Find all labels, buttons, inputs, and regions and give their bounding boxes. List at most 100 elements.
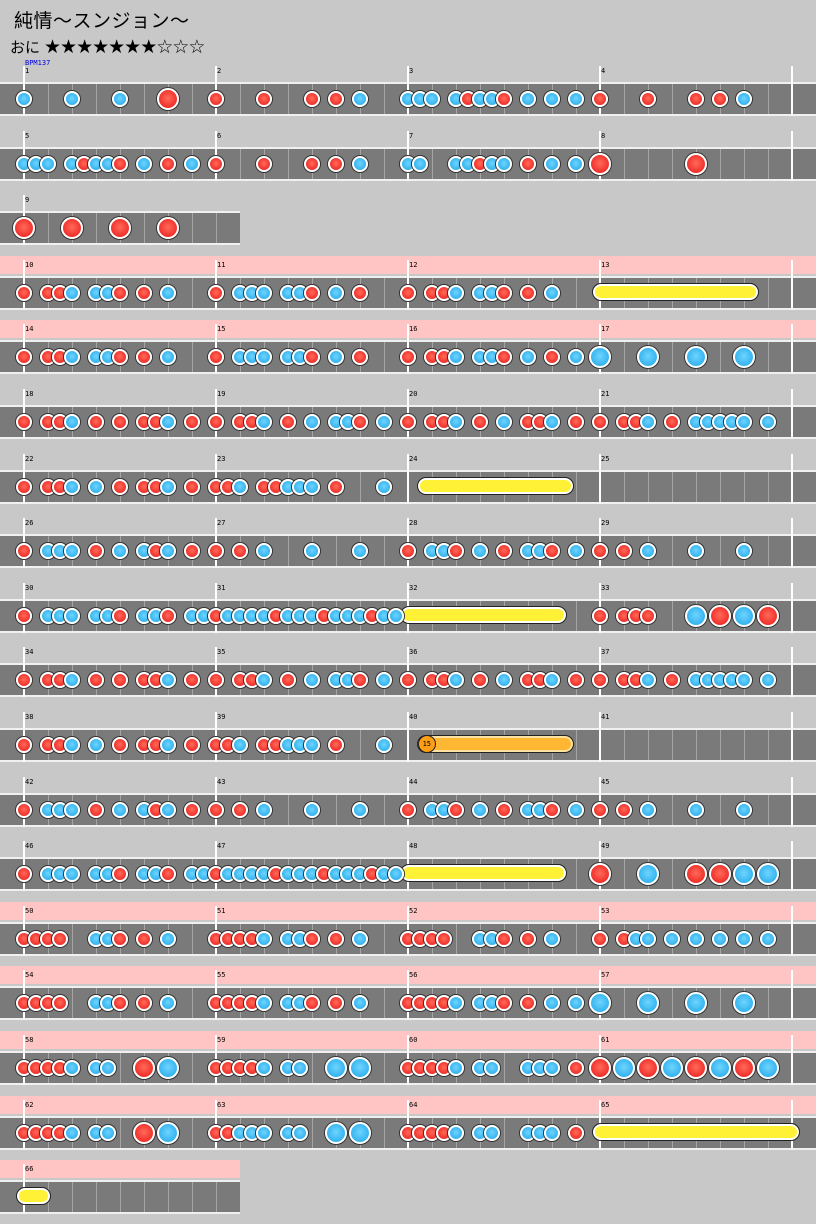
beat-line <box>96 213 97 244</box>
note-lane <box>0 776 816 827</box>
beat-line <box>576 923 577 954</box>
ka-note <box>640 414 656 430</box>
ka-note <box>64 543 80 560</box>
beat-line <box>120 1053 121 1083</box>
beat-line <box>192 988 193 1019</box>
chart-row: 42 43 44 45 <box>0 773 816 837</box>
don-note <box>496 801 512 818</box>
beat-line <box>384 148 385 179</box>
drumroll-note <box>592 1122 800 1141</box>
beat-line <box>240 84 241 114</box>
beat-line <box>336 794 337 825</box>
measure-number: 30 <box>25 583 34 592</box>
ka-note <box>64 737 80 753</box>
beat-line <box>672 988 673 1019</box>
ka-note <box>328 349 344 366</box>
don-note <box>616 801 632 818</box>
ka-note <box>688 801 704 818</box>
beat-line <box>624 471 625 502</box>
don-note <box>592 91 608 107</box>
don-note <box>496 349 512 366</box>
ka-note <box>640 801 656 818</box>
don-note <box>232 801 248 818</box>
beat-line <box>720 794 721 825</box>
beat-line <box>576 471 577 502</box>
ka-note <box>88 737 104 753</box>
big-don-note <box>589 863 611 886</box>
don-note <box>52 930 68 947</box>
ka-note <box>256 930 272 947</box>
beat-line <box>504 1117 505 1148</box>
beat-line <box>144 84 145 114</box>
big-ka-note <box>589 992 611 1015</box>
ka-note <box>232 478 248 495</box>
beat-line <box>72 1182 73 1213</box>
measure-number: 16 <box>409 325 418 334</box>
barline <box>791 776 793 827</box>
barline <box>791 66 793 116</box>
don-note <box>136 995 152 1012</box>
beat-line <box>720 471 721 502</box>
ka-note <box>640 543 656 560</box>
chart-row: 54 55 56 57 <box>0 966 816 1030</box>
ka-note <box>424 91 440 107</box>
don-note <box>16 284 32 301</box>
ka-note <box>544 414 560 430</box>
note-lane <box>0 259 816 310</box>
beat-line <box>720 730 721 760</box>
beat-line <box>72 988 73 1019</box>
ka-note <box>64 866 80 883</box>
don-note <box>136 349 152 366</box>
don-note <box>328 478 344 495</box>
chart-row: 30 31 32 33 <box>0 579 816 643</box>
measure-number: 47 <box>217 842 226 851</box>
don-note <box>16 607 32 624</box>
don-note <box>664 414 680 430</box>
drumroll-note <box>400 864 568 883</box>
note-lane <box>0 1099 816 1150</box>
don-note <box>208 801 224 818</box>
note-lane <box>0 1035 816 1085</box>
measure-number: 55 <box>217 971 226 980</box>
beat-line <box>144 1182 145 1213</box>
big-don-note <box>709 604 731 627</box>
don-note <box>136 284 152 301</box>
chart-row: 9 <box>0 191 816 255</box>
ka-note <box>736 801 752 818</box>
measure-number: 1 <box>25 67 30 75</box>
ka-note <box>352 995 368 1012</box>
measure-number: 10 <box>25 260 34 269</box>
drumroll-note <box>400 605 568 624</box>
ka-note <box>736 930 752 947</box>
measure-number: 23 <box>217 454 226 463</box>
beat-line <box>672 536 673 567</box>
measure-number: 51 <box>217 906 226 915</box>
big-don-note <box>733 1057 755 1079</box>
beat-line <box>432 148 433 179</box>
drumroll-note <box>592 282 760 301</box>
ka-note <box>544 284 560 301</box>
chart-row: 1 2 3 4 BPM137 <box>0 59 816 126</box>
beat-line <box>192 342 193 373</box>
big-ka-note <box>589 346 611 369</box>
don-note <box>160 155 176 172</box>
beat-line <box>576 859 577 890</box>
big-ka-note <box>757 863 779 886</box>
beat-line <box>168 1182 169 1213</box>
beat-line <box>384 1053 385 1083</box>
balloon-count: 15 <box>417 735 436 753</box>
measure-number: 44 <box>409 777 418 786</box>
ka-note <box>184 155 200 172</box>
ka-note <box>292 1060 308 1076</box>
ka-note <box>64 478 80 495</box>
beat-line <box>624 859 625 890</box>
don-note <box>112 349 128 366</box>
note-lane <box>0 970 816 1021</box>
ka-note <box>160 284 176 301</box>
big-don-note <box>685 1057 707 1079</box>
don-note <box>520 930 536 947</box>
ka-note <box>640 672 656 689</box>
big-ka-note <box>349 1121 371 1144</box>
barline <box>599 453 601 504</box>
don-note <box>304 155 320 172</box>
